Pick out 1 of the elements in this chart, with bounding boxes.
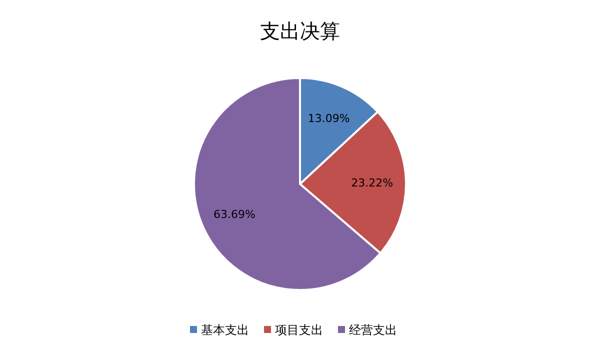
title: 支出决算 xyxy=(260,19,340,43)
